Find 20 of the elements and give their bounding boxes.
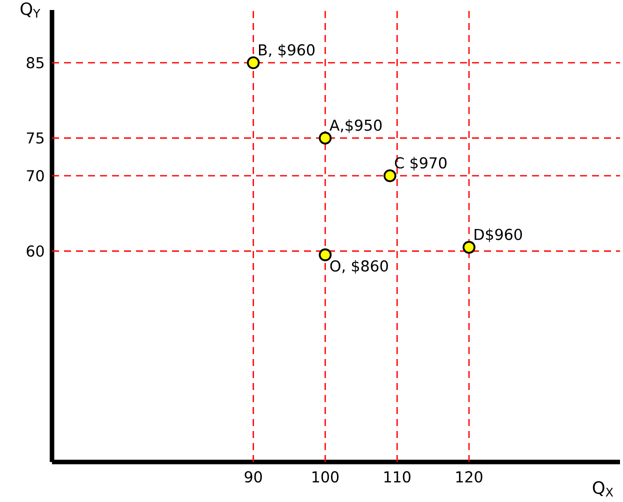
- annotation: B, $960: [258, 44, 314, 58]
- annotation: A,$950: [330, 119, 382, 133]
- point: [462, 240, 476, 254]
- point: [318, 248, 332, 262]
- y-tick-label: 60: [26, 245, 44, 257]
- y-tick-label: 85: [26, 57, 44, 68]
- x-tick-label: 100: [312, 471, 339, 483]
- x-tick-label: 90: [244, 471, 262, 483]
- x-axis-title: Q$_{X}$: [592, 481, 614, 497]
- x-tick-label: 110: [384, 471, 410, 483]
- y-tick-label: 75: [26, 132, 44, 144]
- annotation: D$960: [474, 228, 522, 242]
- x-tick-label: 120: [456, 471, 482, 483]
- point: [384, 169, 396, 182]
- point: [246, 56, 260, 70]
- y-axis-title: Q$_{Y}$: [20, 2, 40, 18]
- annotation: C $970: [394, 156, 447, 171]
- y-tick-label: 70: [26, 170, 44, 182]
- point: [318, 132, 332, 144]
- annotation: O, $860: [330, 260, 388, 274]
